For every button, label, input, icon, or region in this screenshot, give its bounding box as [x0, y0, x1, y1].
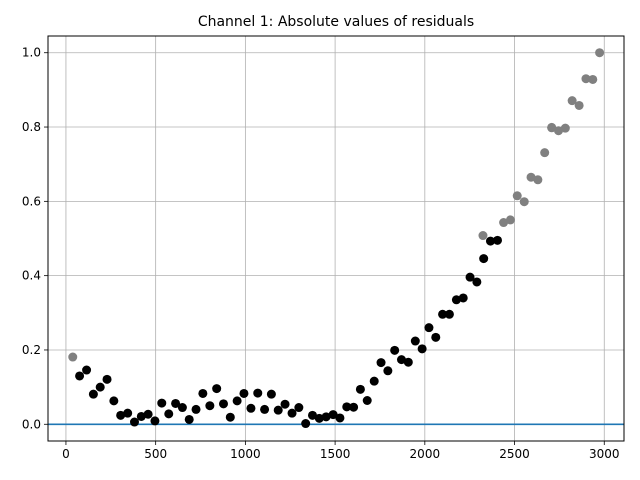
- data-point: [301, 419, 311, 429]
- data-point: [143, 409, 153, 419]
- data-points: [68, 48, 605, 429]
- data-point: [123, 408, 133, 418]
- data-point: [164, 409, 174, 419]
- data-point: [438, 309, 448, 319]
- x-tick-label: 3000: [589, 447, 620, 461]
- data-point: [287, 408, 297, 418]
- data-point: [554, 126, 564, 136]
- data-point: [102, 374, 112, 384]
- data-point: [171, 398, 181, 408]
- data-point: [321, 412, 331, 422]
- data-point: [191, 404, 201, 414]
- data-point: [260, 404, 270, 414]
- data-point: [335, 413, 345, 423]
- y-tick-label: 0.0: [22, 417, 41, 431]
- data-point: [205, 401, 215, 411]
- data-point: [136, 411, 146, 421]
- data-point: [349, 402, 359, 412]
- data-point: [68, 352, 78, 362]
- data-point: [342, 402, 352, 412]
- data-point: [294, 403, 304, 413]
- data-point: [396, 355, 406, 365]
- data-point: [95, 382, 105, 392]
- data-point: [280, 399, 290, 409]
- plot-area-frame: [47, 35, 625, 442]
- data-point: [218, 399, 228, 409]
- data-point: [485, 236, 495, 246]
- data-point: [547, 122, 557, 132]
- data-point: [246, 403, 256, 413]
- axis-ticks: 0 500 1000 1500 2000 2500 3000 0.0 0.2 0.4 0.6 0.8 1…: [22, 46, 620, 461]
- y-tick-label: 0.4: [22, 269, 41, 283]
- data-point: [403, 357, 413, 367]
- data-point: [444, 309, 454, 319]
- data-point: [581, 74, 591, 84]
- data-point: [150, 416, 160, 426]
- data-point: [307, 410, 317, 420]
- data-point: [328, 410, 338, 420]
- y-tick-label: 0.8: [22, 120, 41, 134]
- grid: [48, 36, 624, 441]
- data-point: [109, 396, 119, 406]
- data-point: [560, 123, 570, 133]
- data-point: [82, 365, 92, 375]
- data-point: [410, 336, 420, 346]
- data-point: [212, 384, 222, 394]
- data-point: [478, 231, 488, 241]
- data-point: [492, 235, 502, 245]
- data-point: [417, 344, 427, 354]
- data-point: [273, 405, 283, 415]
- chart-title: Channel 1: Absolute values of residuals: [198, 14, 474, 30]
- data-point: [376, 358, 386, 368]
- data-point: [232, 396, 242, 406]
- data-point: [505, 215, 515, 225]
- data-point: [431, 332, 441, 342]
- data-point: [458, 293, 468, 303]
- data-point: [177, 403, 187, 413]
- data-point: [574, 100, 584, 110]
- data-point: [369, 376, 379, 386]
- x-tick-label: 500: [144, 447, 167, 461]
- data-point: [253, 388, 263, 398]
- y-tick-label: 0.2: [22, 343, 41, 357]
- data-point: [225, 412, 235, 422]
- data-point: [266, 389, 276, 399]
- x-tick-label: 2500: [499, 447, 530, 461]
- data-point: [383, 366, 393, 376]
- data-point: [424, 323, 434, 333]
- data-point: [479, 254, 489, 264]
- data-point: [526, 172, 536, 182]
- data-point: [465, 272, 475, 282]
- data-point: [88, 389, 98, 399]
- data-point: [533, 175, 543, 185]
- x-tick-label: 2000: [410, 447, 441, 461]
- x-tick-label: 1500: [320, 447, 351, 461]
- data-point: [184, 414, 194, 424]
- data-point: [314, 413, 324, 423]
- y-tick-label: 1.0: [22, 46, 41, 60]
- data-point: [595, 48, 605, 58]
- x-tick-label: 1000: [230, 447, 261, 461]
- data-point: [567, 96, 577, 106]
- data-point: [157, 398, 167, 408]
- data-point: [198, 388, 208, 398]
- data-point: [362, 396, 372, 405]
- data-point: [588, 74, 598, 84]
- data-point: [129, 417, 139, 427]
- data-point: [451, 295, 461, 305]
- data-point: [75, 371, 85, 381]
- data-point: [472, 277, 482, 287]
- data-point: [355, 384, 365, 394]
- y-tick-label: 0.6: [22, 194, 41, 208]
- data-point: [540, 148, 550, 158]
- x-tick-label: 0: [62, 447, 70, 461]
- data-point: [116, 410, 126, 420]
- data-point: [519, 197, 529, 207]
- data-point: [239, 388, 249, 398]
- data-point: [499, 218, 509, 228]
- data-point: [512, 191, 522, 201]
- data-point: [390, 345, 400, 355]
